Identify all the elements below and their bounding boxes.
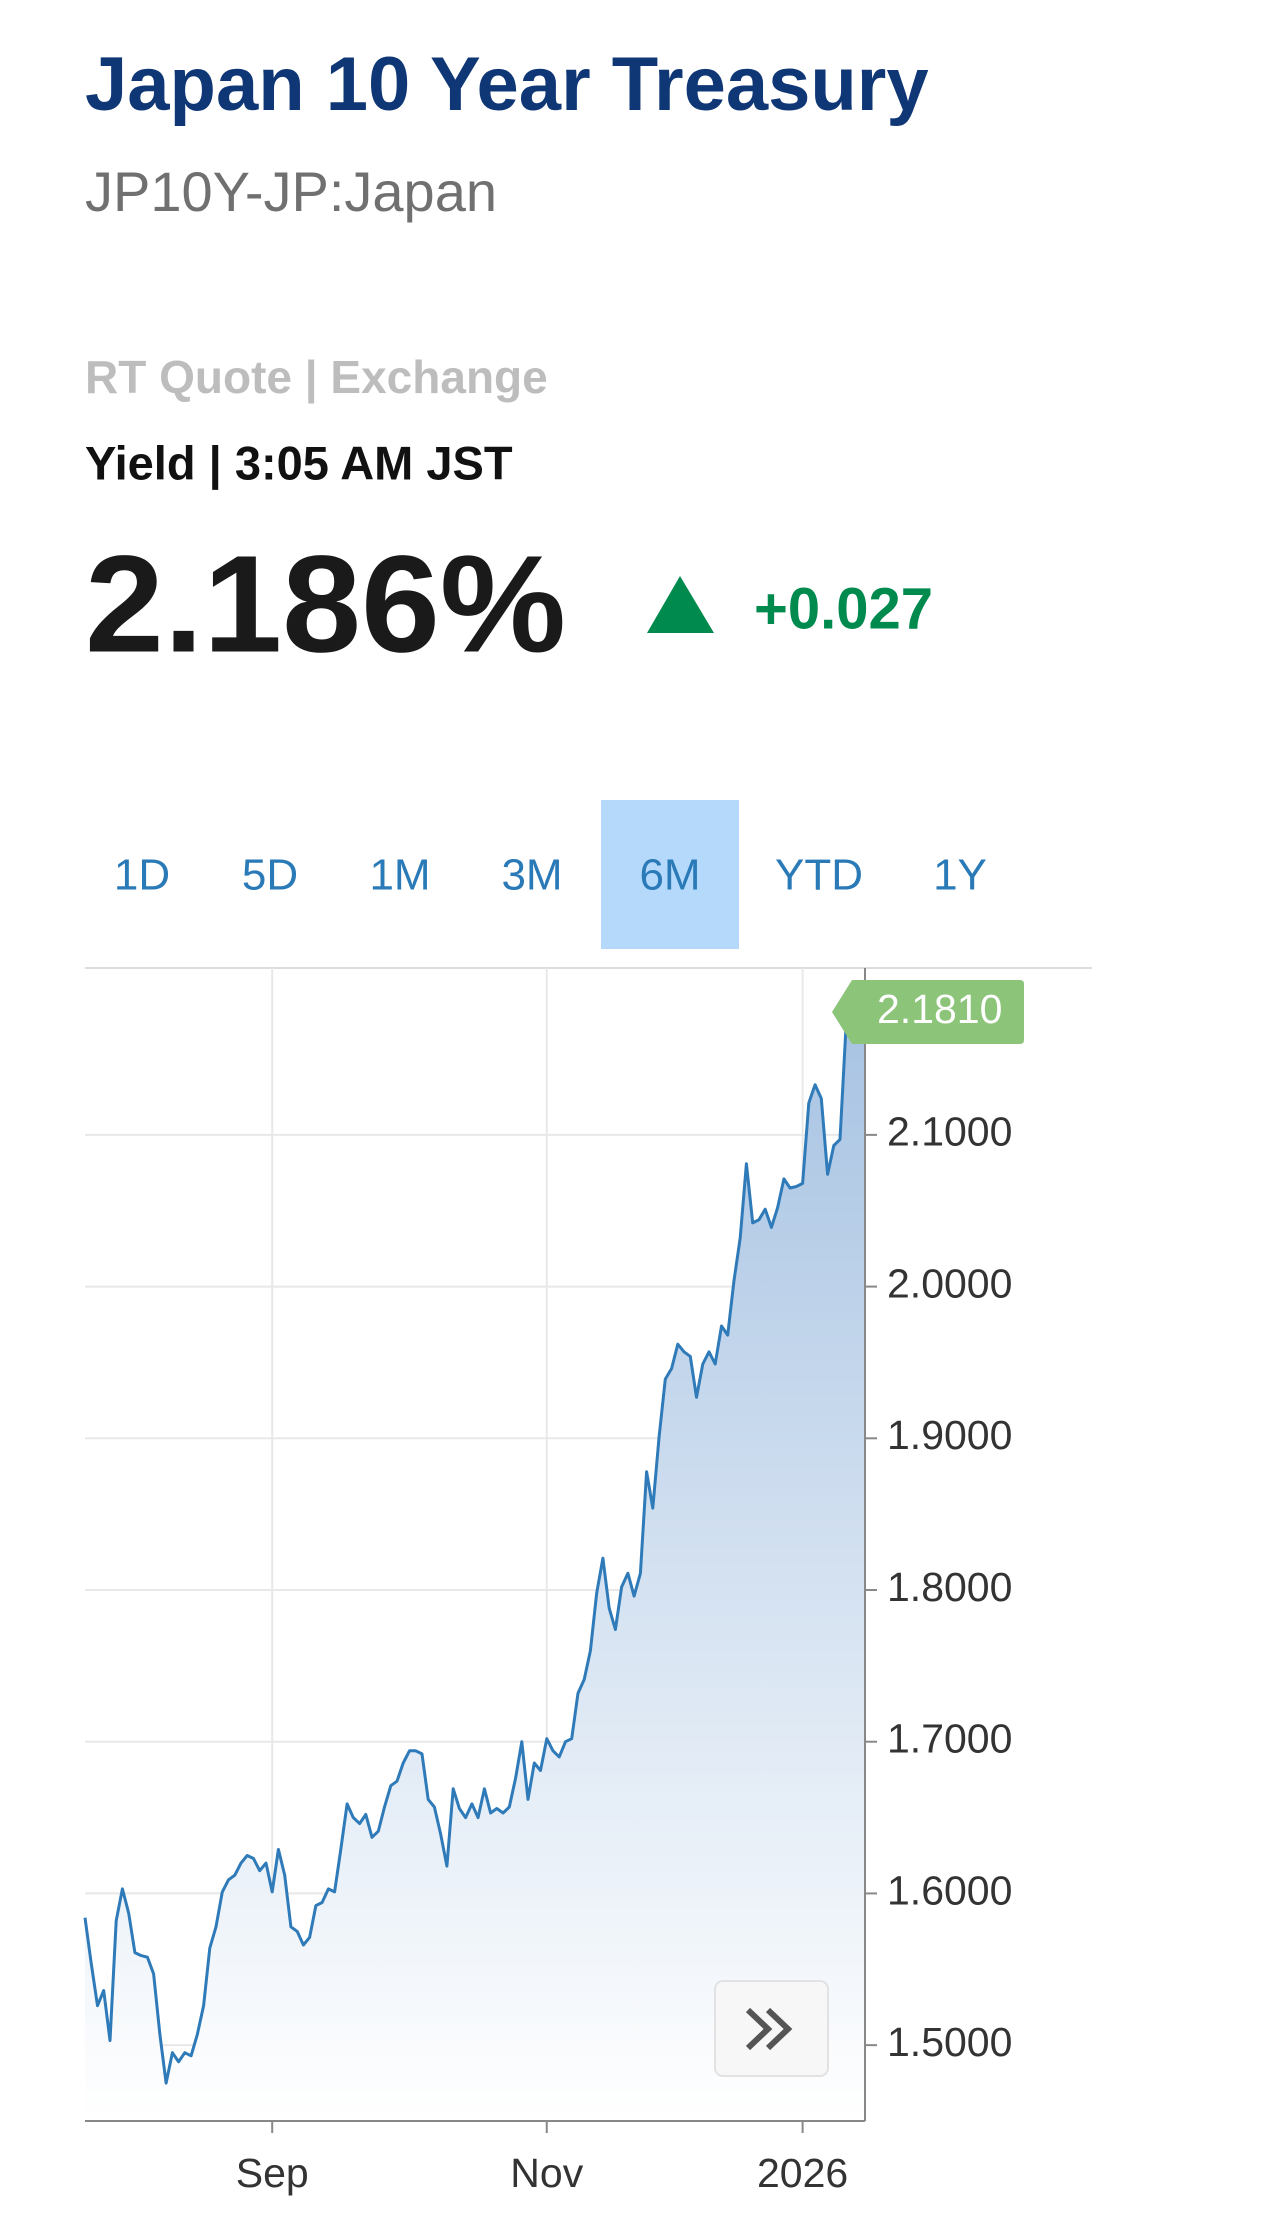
range-tab[interactable]: 3M (501, 851, 562, 900)
price: 2.186% (85, 527, 566, 681)
line (83, 1001, 867, 2085)
expand-icon[interactable] (745, 2007, 793, 2051)
range-tab[interactable]: 1Y (933, 851, 987, 900)
range-tabs: 1D 5D 1M 3M 6M YTD 1Y (114, 800, 987, 949)
last-value-label: 2.1810 (877, 986, 1002, 1032)
y-tick-label: 1.5000 (887, 2019, 1012, 2065)
y-tick-label: 1.8000 (887, 1564, 1012, 1610)
last-value-badge (832, 979, 1024, 1044)
y-tick-label: 1.6000 (887, 1867, 1012, 1913)
expand-button[interactable] (714, 1980, 829, 2077)
symbol: JP10Y-JP:Japan (85, 160, 497, 223)
range-tab[interactable]: 1D (114, 851, 170, 900)
y-tick-label: 1.9000 (887, 1412, 1012, 1458)
range-tab[interactable]: 1M (369, 851, 430, 900)
x-tick-label: Sep (236, 2150, 309, 2196)
y-tick-label: 1.7000 (887, 1716, 1012, 1762)
y-tick-label: 2.0000 (887, 1260, 1012, 1306)
x-tick-label: Nov (510, 2150, 583, 2196)
change: +0.027 (754, 576, 933, 641)
chart: 1.5000 1.6000 1.7000 1.8000 1.9000 2.0000 2.10… (83, 968, 1024, 2196)
x-tick-label: 2026 (757, 2150, 848, 2196)
timestamp: Yield | 3:05 AM JST (85, 436, 513, 489)
range-tab[interactable]: YTD (775, 851, 863, 900)
area (85, 1002, 865, 2121)
range-tab[interactable]: 6M (639, 851, 700, 900)
title: Japan 10 Year Treasury (85, 42, 929, 127)
range-tab[interactable]: 5D (242, 851, 298, 900)
up-arrow (647, 576, 714, 633)
quote-source: RT Quote | Exchange (85, 351, 548, 403)
active-tab-bg (601, 800, 739, 949)
y-tick-label: 2.1000 (887, 1109, 1012, 1155)
